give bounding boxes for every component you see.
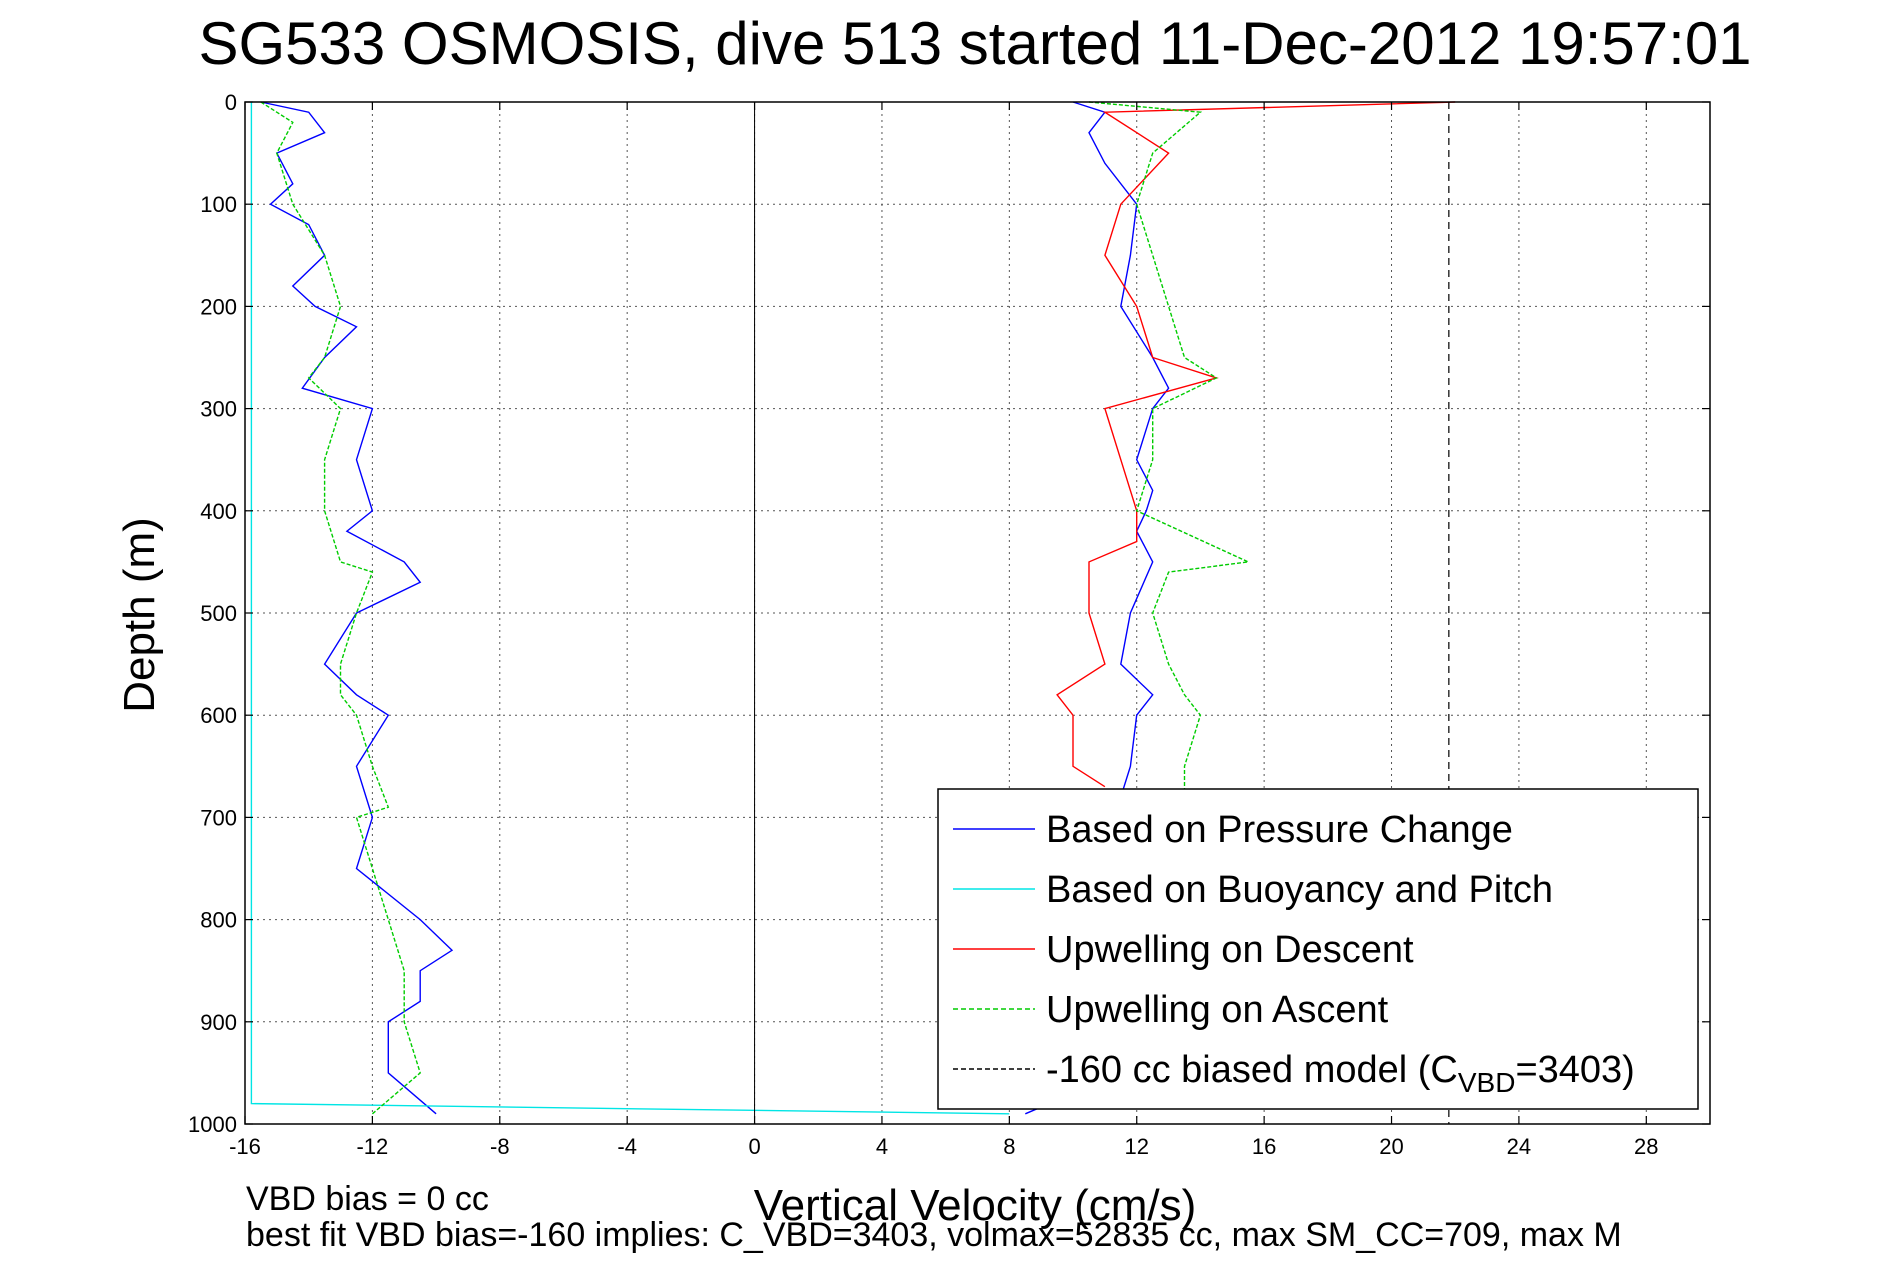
x-tick-label: -4 [617,1134,637,1159]
legend-label: -160 cc biased model (CVBD=3403) [1046,1049,1635,1098]
y-axis-ticks: 0 100 200 300 400 500 600 700 800 900 1000 [188,90,1710,1137]
y-tick-label: 100 [200,192,237,217]
legend-box [937,788,1699,1110]
x-tick-label: 28 [1634,1134,1658,1159]
footer-vbd-bias: VBD bias = 0 cc [246,1180,489,1218]
legend-label: Upwelling on Descent [1046,929,1414,971]
x-tick-label: -8 [490,1134,510,1159]
x-tick-label: 20 [1379,1134,1403,1159]
x-tick-label: 12 [1124,1134,1148,1159]
x-tick-label: 16 [1252,1134,1276,1159]
x-tick-label: -12 [356,1134,388,1159]
y-tick-label: 800 [200,908,237,933]
y-tick-label: 400 [200,499,237,524]
y-tick-label: 500 [200,601,237,626]
y-tick-label: 700 [200,805,237,830]
legend-label: Based on Pressure Change [1046,809,1513,851]
x-tick-label: 0 [748,1134,760,1159]
x-tick-label: 4 [876,1134,888,1159]
y-tick-label: 1000 [188,1112,237,1137]
legend: Based on Pressure Change Based on Buoyanc… [937,788,1699,1110]
series-line [1056,101,1456,788]
legend-label: Based on Buoyancy and Pitch [1046,869,1553,911]
series-layer [250,101,1456,1115]
x-axis-ticks: -16 -12 -8 -4 0 4 8 12 16 20 24 28 [229,102,1659,1159]
series-line [1088,101,1251,797]
series-line [260,101,454,1115]
x-tick-label: 24 [1507,1134,1531,1159]
chart-title: SG533 OSMOSIS, dive 513 started 11-Dec-2… [198,10,1751,77]
legend-label: Upwelling on Ascent [1046,989,1389,1031]
x-axis-label: Vertical Velocity (cm/s) [754,1181,1197,1230]
y-tick-label: 600 [200,703,237,728]
y-tick-label: 300 [200,397,237,422]
x-tick-label: -16 [229,1134,261,1159]
y-axis-label: Depth (m) [115,517,164,713]
x-tick-label: 8 [1003,1134,1015,1159]
footer-best-fit: best fit VBD bias=-160 implies: C_VBD=34… [246,1216,1622,1254]
y-tick-label: 200 [200,294,237,319]
y-tick-label: 900 [200,1010,237,1035]
series-line [260,101,422,1115]
y-tick-label: 0 [225,90,237,115]
